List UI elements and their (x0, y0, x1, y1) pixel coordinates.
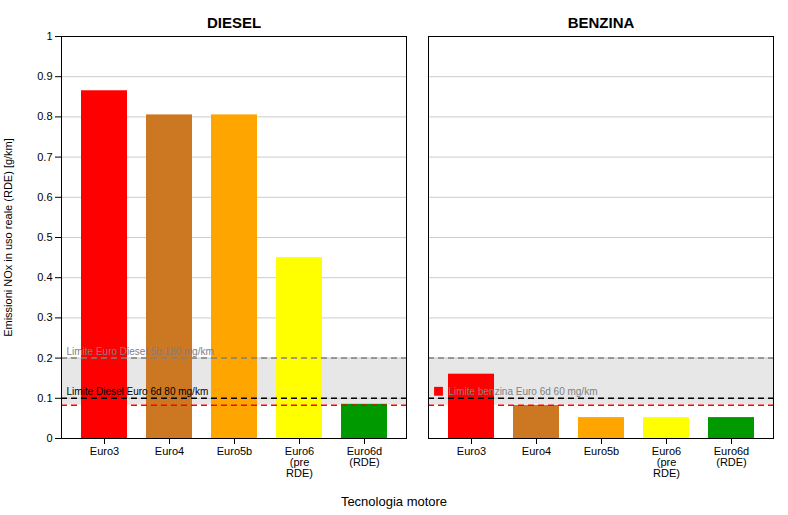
svg-text:Euro6d(RDE): Euro6d(RDE) (714, 445, 749, 468)
svg-text:0.1: 0.1 (37, 392, 52, 404)
svg-text:0.7: 0.7 (37, 151, 52, 163)
svg-text:0.2: 0.2 (37, 352, 52, 364)
svg-text:Limite benzina Euro 6d 60 mg/k: Limite benzina Euro 6d 60 mg/km (449, 386, 598, 397)
svg-text:0.4: 0.4 (37, 271, 52, 283)
svg-text:0: 0 (46, 432, 52, 444)
svg-text:Limite Euro Diesel 5b 180 mg/k: Limite Euro Diesel 5b 180 mg/km (67, 346, 214, 357)
svg-text:Limite Diesel Euro 6d 80 mg/km: Limite Diesel Euro 6d 80 mg/km (67, 386, 209, 397)
svg-text:Euro6(preRDE): Euro6(preRDE) (285, 445, 314, 479)
svg-text:Euro3: Euro3 (90, 445, 119, 457)
svg-text:BENZINA: BENZINA (568, 14, 635, 31)
svg-text:0.5: 0.5 (37, 231, 52, 243)
svg-text:Euro5b: Euro5b (584, 445, 619, 457)
svg-text:0.6: 0.6 (37, 191, 52, 203)
svg-text:Euro3: Euro3 (457, 445, 486, 457)
svg-text:0.9: 0.9 (37, 70, 52, 82)
svg-text:DIESEL: DIESEL (207, 14, 261, 31)
svg-text:0.3: 0.3 (37, 311, 52, 323)
svg-text:Euro5b: Euro5b (217, 445, 252, 457)
svg-text:Emissioni NOx in uso reale (RD: Emissioni NOx in uso reale (RDE) [g/km] (2, 138, 14, 337)
svg-text:1: 1 (46, 30, 52, 42)
svg-text:Euro6d(RDE): Euro6d(RDE) (347, 445, 382, 468)
svg-text:Euro4: Euro4 (522, 445, 551, 457)
svg-text:Euro4: Euro4 (155, 445, 184, 457)
html-text:Tecnologia motore: Tecnologia motore (340, 494, 448, 509)
svg-text:Euro6(preRDE): Euro6(preRDE) (652, 445, 681, 479)
svg-text:0.8: 0.8 (37, 110, 52, 122)
